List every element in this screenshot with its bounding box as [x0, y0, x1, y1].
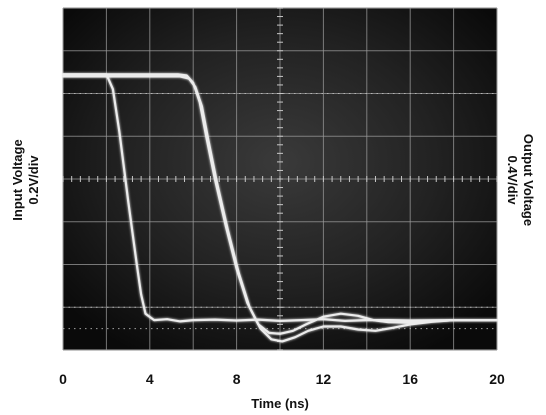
- scope-graticule: [62, 7, 498, 351]
- waveform-traces: [61, 73, 499, 343]
- x-axis-title: Time (ns): [251, 396, 309, 411]
- x-tick-labels: 0 4 8 12 16 20: [59, 371, 505, 387]
- x-tick-label: 8: [233, 371, 241, 387]
- right-axis-title: Output Voltage 0.4V/div: [505, 134, 536, 226]
- x-tick-label: 16: [402, 371, 418, 387]
- x-tick-label: 0: [59, 371, 67, 387]
- left-axis-title-line2: 0.2V/div: [26, 155, 41, 205]
- left-axis-title: Input Voltage 0.2V/div: [10, 139, 41, 220]
- x-tick-label: 20: [489, 371, 505, 387]
- right-axis-title-line1: Output Voltage: [521, 134, 536, 226]
- x-tick-label: 12: [316, 371, 332, 387]
- right-axis-title-line2: 0.4V/div: [505, 155, 520, 205]
- x-tick-label: 4: [146, 371, 154, 387]
- waveform-trace: [61, 75, 499, 343]
- left-axis-title-line1: Input Voltage: [10, 139, 25, 220]
